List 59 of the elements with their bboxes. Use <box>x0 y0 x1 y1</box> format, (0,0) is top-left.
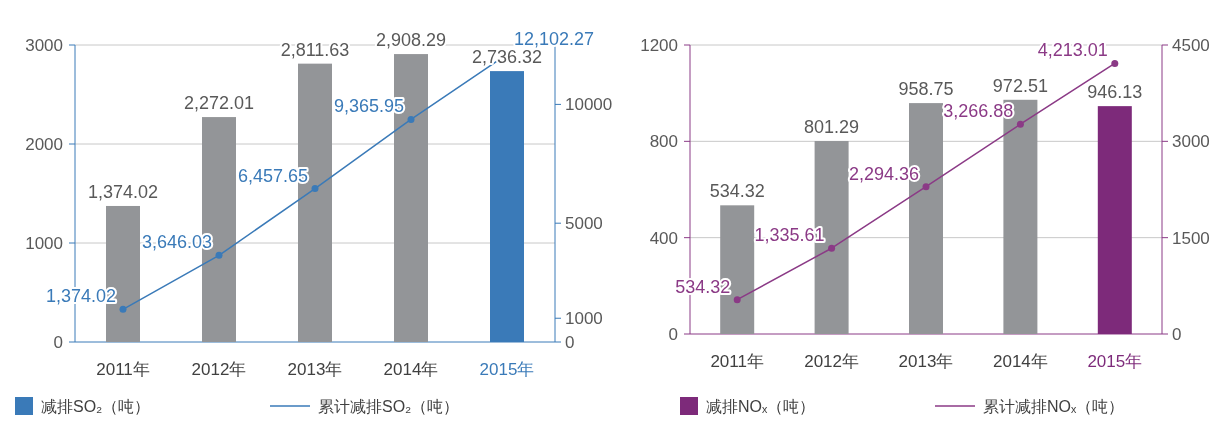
y2-tick-label: 3000 <box>1172 132 1210 152</box>
x-tick-label: 2013年 <box>898 352 954 371</box>
data-label: 12,102.27 <box>514 29 595 50</box>
data-label: 534.32 <box>709 181 765 202</box>
y2-tick-label: 0 <box>1172 325 1182 344</box>
y-tick-label: 0 <box>668 325 678 344</box>
data-label: 2,294.36 <box>848 163 919 184</box>
data-label: 3,266.88 <box>943 101 1014 122</box>
point <box>733 296 741 304</box>
data-label: 801.29 <box>804 117 860 138</box>
y-tick-label: 1200 <box>640 36 678 55</box>
y-tick-label: 2000 <box>25 135 63 154</box>
y2-tick-label: 4500 <box>1172 36 1210 55</box>
x-tick-label: 2014年 <box>992 352 1048 371</box>
y-tick-label: 1000 <box>25 234 63 253</box>
data-label: 958.75 <box>898 79 954 100</box>
x-tick-label: 2015年 <box>1087 352 1143 371</box>
point <box>1111 59 1119 67</box>
y2-tick-label: 1000 <box>565 309 603 329</box>
data-label: 2,811.63 <box>280 39 350 60</box>
legend-label: 累计减排NOₓ（吨） <box>983 398 1125 415</box>
bar <box>1097 106 1132 334</box>
x-tick-label: 2011年 <box>96 360 150 379</box>
y-tick-label: 3000 <box>25 36 63 55</box>
y-tick-label: 800 <box>649 132 678 152</box>
point <box>119 305 127 313</box>
point <box>215 251 223 259</box>
legend-label: 累计减排SO₂（吨） <box>318 398 460 415</box>
data-label: 6,457.65 <box>237 165 308 186</box>
x-tick-label: 2015年 <box>479 360 535 379</box>
y-tick-label: 0 <box>53 333 63 352</box>
data-label: 3,646.03 <box>141 232 212 253</box>
point <box>1016 120 1024 128</box>
y-tick-label: 400 <box>649 228 678 248</box>
x-tick-label: 2014年 <box>383 360 439 379</box>
point <box>311 185 319 193</box>
x-tick-label: 2011年 <box>710 352 764 371</box>
y2-tick-label: 0 <box>565 333 575 352</box>
data-label: 2,272.01 <box>183 93 255 114</box>
data-label: 534.32 <box>675 276 731 297</box>
y2-tick-label: 10000 <box>565 95 613 115</box>
data-label: 2,908.29 <box>375 30 447 51</box>
x-tick-label: 2012年 <box>804 352 860 371</box>
x-tick-label: 2012年 <box>191 360 247 379</box>
y2-tick-label: 1500 <box>1172 228 1210 248</box>
y2-tick-label: 5000 <box>565 214 603 234</box>
data-label: 1,374.02 <box>87 181 159 202</box>
point <box>407 115 415 123</box>
legend-label: 减排SO₂（吨） <box>41 398 151 415</box>
data-label: 1,374.02 <box>45 286 116 307</box>
data-label: 9,365.95 <box>333 96 404 117</box>
point <box>828 244 836 252</box>
x-tick-label: 2013年 <box>287 360 343 379</box>
data-label: 1,335.61 <box>754 225 825 246</box>
legend-label: 减排NOₓ（吨） <box>706 398 816 415</box>
data-label: 4,213.01 <box>1037 40 1108 61</box>
data-label: 972.51 <box>992 75 1048 96</box>
point <box>922 183 930 191</box>
data-label: 946.13 <box>1087 82 1143 103</box>
